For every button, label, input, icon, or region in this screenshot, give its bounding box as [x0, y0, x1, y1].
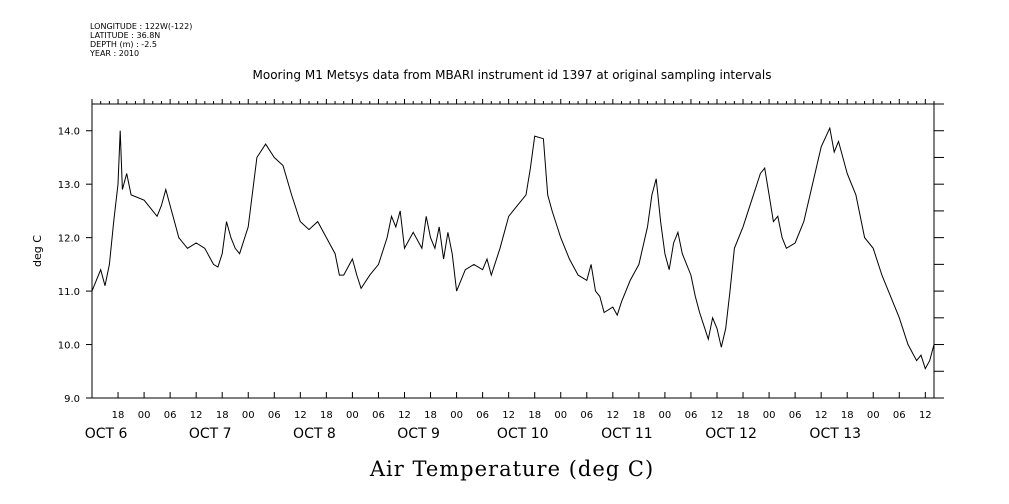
x-tick-label: 00: [659, 410, 672, 421]
y-axis-label: deg C: [31, 235, 44, 267]
x-tick-label: 00: [554, 410, 567, 421]
chart-title: Mooring M1 Metsys data from MBARI instru…: [253, 68, 772, 82]
x-tick-label: 06: [789, 410, 802, 421]
x-tick-label: 18: [737, 410, 750, 421]
x-tick-label: 12: [606, 410, 619, 421]
x-tick-label: 00: [346, 410, 359, 421]
x-tick-label: 12: [190, 410, 203, 421]
x-axis-ticks: 18 00 06 12 18 00 06 12 18 00 06 12 18 00 06 12 18 00 06 12…: [85, 392, 932, 442]
x-tick-label: 18: [112, 410, 125, 421]
x-tick-label: 18: [216, 410, 229, 421]
x-tick-label: 00: [867, 410, 880, 421]
x-tick-label: 06: [580, 410, 593, 421]
x-tick-label: 00: [763, 410, 776, 421]
x-tick-label: 12: [919, 410, 932, 421]
plot-frame: [91, 103, 935, 399]
series-group: [91, 126, 935, 370]
x-tick-label: 12: [502, 410, 515, 421]
x-axis-title: Air Temperature (deg C): [369, 457, 654, 481]
x-tick-label: 18: [528, 410, 541, 421]
x-day-label: OCT 9: [397, 426, 440, 442]
x-tick-label: 06: [268, 410, 281, 421]
top-tick-marks: [91, 99, 935, 104]
x-tick-label: 06: [372, 410, 385, 421]
x-tick-label: 12: [294, 410, 307, 421]
x-day-label: OCT 8: [293, 426, 336, 442]
x-day-label: OCT 10: [497, 426, 549, 442]
x-tick-label: 18: [841, 410, 854, 421]
y-axis-ticks: 9.0 10.0 11.0 12.0 13.0 14.0: [58, 103, 944, 405]
x-tick-label: 06: [685, 410, 698, 421]
meta-year: YEAR : 2010: [89, 49, 139, 58]
meta-depth: DEPTH (m) : -2.5: [90, 40, 157, 49]
x-tick-label: 06: [476, 410, 489, 421]
meta-longitude: LONGITUDE : 122W(-122): [90, 22, 192, 31]
x-tick-label: 06: [893, 410, 906, 421]
meta-latitude: LATITUDE : 36.8N: [90, 31, 160, 40]
x-tick-label: 12: [711, 410, 724, 421]
x-tick-label: 12: [815, 410, 828, 421]
x-tick-label: 18: [320, 410, 333, 421]
x-day-label: OCT 13: [809, 426, 861, 442]
y-tick-label: 11.0: [58, 287, 80, 298]
y-tick-label: 14.0: [58, 127, 80, 138]
x-tick-label: 00: [450, 410, 463, 421]
x-tick-label: 00: [242, 410, 255, 421]
x-tick-label: 06: [164, 410, 177, 421]
x-day-label: OCT 12: [705, 426, 757, 442]
x-tick-label: 12: [398, 410, 411, 421]
y-tick-label: 12.0: [58, 234, 80, 245]
air-temperature-line: [91, 126, 935, 370]
x-tick-label: 18: [424, 410, 437, 421]
x-tick-label: 00: [138, 410, 151, 421]
x-day-label: OCT 11: [601, 426, 653, 442]
x-day-label: OCT 6: [85, 426, 128, 442]
y-tick-label: 10.0: [58, 341, 80, 352]
y-tick-label: 9.0: [64, 394, 80, 405]
x-tick-label: 18: [632, 410, 645, 421]
x-day-label: OCT 7: [189, 426, 232, 442]
y-tick-label: 13.0: [58, 180, 80, 191]
